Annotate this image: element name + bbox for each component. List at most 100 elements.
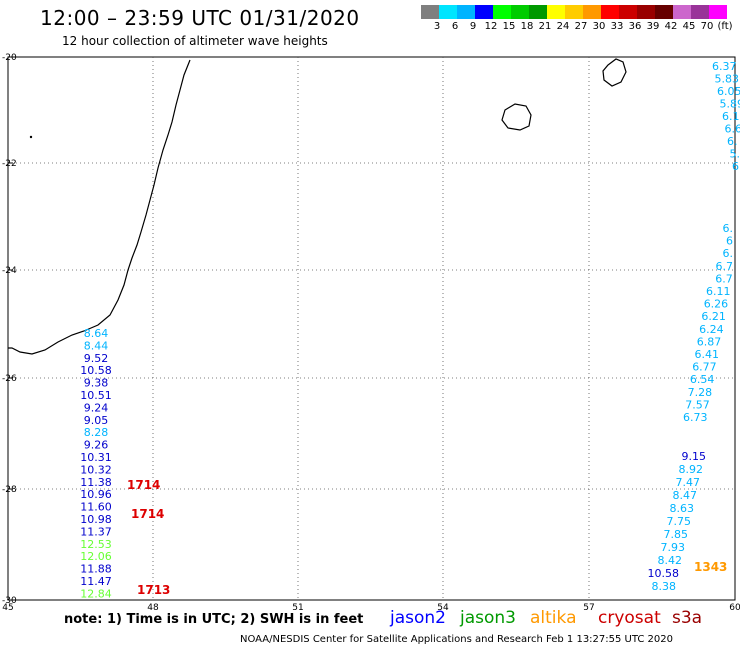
scale-label: (ft) xyxy=(717,21,733,32)
wave-height-reading: 10.51 xyxy=(80,389,112,402)
wave-height-reading: 8.92 xyxy=(679,463,704,476)
small-island xyxy=(29,135,33,139)
wave-height-reading: 6. xyxy=(723,222,734,235)
wave-height-reading: 11.88 xyxy=(80,563,112,576)
pass-time-label: 1343 xyxy=(694,560,727,574)
scale-swatch xyxy=(493,5,511,19)
latitude-label: -30 xyxy=(2,596,17,606)
mauritius-island xyxy=(602,58,627,87)
wave-height-reading: 8.28 xyxy=(84,426,109,439)
wave-height-reading: 7.93 xyxy=(661,541,686,554)
scale-label: 33 xyxy=(610,21,624,32)
wave-height-reading: 6.73 xyxy=(683,411,708,424)
scale-swatch xyxy=(619,5,637,19)
wave-height-reading: 8.44 xyxy=(84,339,109,352)
scale-label: 39 xyxy=(646,21,660,32)
madagascar-coastline xyxy=(8,59,191,355)
scale-label: 36 xyxy=(628,21,642,32)
wave-height-reading: 6.87 xyxy=(697,335,722,348)
scale-swatch xyxy=(439,5,457,19)
scale-swatch xyxy=(673,5,691,19)
wave-height-reading: 7.47 xyxy=(676,476,701,489)
scale-swatch xyxy=(457,5,475,19)
wave-height-reading: 9.15 xyxy=(682,450,707,463)
wave-height-reading: 6.54 xyxy=(690,373,715,386)
wave-height-reading: 6. xyxy=(723,247,734,260)
scale-label: 12 xyxy=(484,21,498,32)
scale-label: 30 xyxy=(592,21,606,32)
wave-height-reading: 6 xyxy=(726,235,733,248)
satellite-jason3: jason3 xyxy=(460,608,516,628)
wave-height-reading: 6.41 xyxy=(695,348,720,361)
wave-height-reading: 11.47 xyxy=(80,575,112,588)
wave-height-reading: 7.57 xyxy=(685,398,710,411)
scale-swatch xyxy=(421,5,439,19)
scale-swatch xyxy=(565,5,583,19)
scale-swatch xyxy=(655,5,673,19)
latitude-label: -26 xyxy=(2,374,17,384)
scale-swatch xyxy=(583,5,601,19)
scale-swatch xyxy=(511,5,529,19)
wave-height-reading: 7.75 xyxy=(667,515,692,528)
scale-label: 45 xyxy=(682,21,696,32)
scale-label: 24 xyxy=(556,21,570,32)
wave-height-reading: 5.89 xyxy=(720,98,740,111)
satellite-jason2: jason2 xyxy=(390,608,446,628)
latitude-label: -20 xyxy=(2,53,17,63)
map-title: 12:00 – 23:59 UTC 01/31/2020 xyxy=(40,6,360,30)
wave-height-reading: 6.37 xyxy=(712,60,737,73)
wave-height-reading: 7.28 xyxy=(688,386,713,399)
wave-height-reading: 9.26 xyxy=(84,439,109,452)
longitude-label: 45 xyxy=(2,603,13,613)
wave-height-reading: 10.58 xyxy=(648,567,680,580)
scale-label: 21 xyxy=(538,21,552,32)
wave-height-reading: 12.06 xyxy=(80,550,112,563)
longitude-label: 54 xyxy=(437,603,449,613)
scale-swatch xyxy=(601,5,619,19)
wave-height-reading: 11.37 xyxy=(80,525,112,538)
wave-height-reading: 10.32 xyxy=(80,463,112,476)
satellite-altika: altika xyxy=(530,608,577,628)
wave-height-reading: 8.38 xyxy=(652,580,677,593)
wave-height-reading: 8.47 xyxy=(673,489,698,502)
satellite-s3a: s3a xyxy=(672,608,703,628)
wave-height-reading: 11.60 xyxy=(80,501,112,514)
scale-label: 6 xyxy=(451,21,459,32)
scale-swatch xyxy=(529,5,547,19)
longitude-label: 51 xyxy=(292,603,303,613)
pass-time-label: 1713 xyxy=(137,583,170,597)
wave-height-reading: 10.31 xyxy=(80,451,112,464)
wave-height-reading: 6.26 xyxy=(704,298,729,311)
wave-height-reading: 6.77 xyxy=(692,361,717,374)
scale-swatch xyxy=(475,5,493,19)
wave-height-reading: 10.96 xyxy=(80,488,112,501)
scale-swatch xyxy=(547,5,565,19)
wave-height-reading: 12.84 xyxy=(80,587,112,600)
longitude-label: 60 xyxy=(729,603,740,613)
wave-height-reading: 8.63 xyxy=(670,502,695,515)
wave-height-reading: 6.11 xyxy=(706,285,731,298)
wave-height-reading: 9.38 xyxy=(84,377,109,390)
latitude-label: -24 xyxy=(2,266,17,276)
scale-label: 18 xyxy=(520,21,534,32)
scale-label: 9 xyxy=(469,21,477,32)
wave-height-reading: 5.83 xyxy=(715,73,740,86)
scale-swatch xyxy=(637,5,655,19)
wave-height-reading: 6. xyxy=(732,160,740,173)
units-note: note: 1) Time is in UTC; 2) SWH is in fe… xyxy=(64,612,364,627)
wave-height-reading: 6.21 xyxy=(701,310,726,323)
wave-height-reading: 6.24 xyxy=(699,323,724,336)
wave-height-reading: 12.53 xyxy=(80,538,112,551)
wave-height-reading: 9.05 xyxy=(84,414,109,427)
longitude-label: 57 xyxy=(583,603,594,613)
wave-height-reading: 8.42 xyxy=(658,554,683,567)
satellite-cryosat: cryosat xyxy=(598,608,661,628)
map-subtitle: 12 hour collection of altimeter wave hei… xyxy=(62,34,328,48)
wave-height-reading: 6.05 xyxy=(717,85,740,98)
wave-height-reading: 5. xyxy=(730,148,740,161)
wave-height-reading: 7.85 xyxy=(664,528,689,541)
scale-label: 27 xyxy=(574,21,588,32)
wave-height-reading: 6.6 xyxy=(725,123,740,136)
longitude-label: 48 xyxy=(147,603,159,613)
